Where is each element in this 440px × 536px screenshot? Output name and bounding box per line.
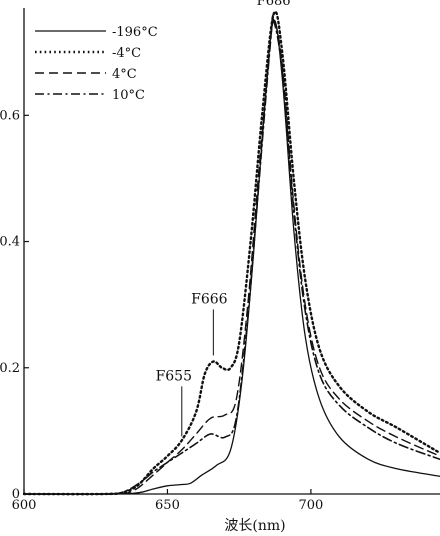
series-group xyxy=(22,10,440,496)
x-tick-label: 700 xyxy=(298,498,323,513)
y-tick-label: 0 xyxy=(12,487,20,502)
tick-group: 600 650 700 0 0.2 0.4 0.6 xyxy=(0,108,323,513)
axes xyxy=(23,8,440,495)
annotation-label: F686 xyxy=(257,0,291,9)
legend-label: 10°C xyxy=(112,88,145,103)
annotation-label: F666 xyxy=(191,291,228,307)
legend-label: -196°C xyxy=(112,25,158,40)
x-tick-label: 650 xyxy=(155,498,180,513)
y-tick-label: 0.6 xyxy=(0,108,20,123)
series-line-4 xyxy=(23,16,440,495)
annotation-label: F655 xyxy=(156,368,192,384)
series-line-1 xyxy=(23,19,440,495)
legend-label: -4°C xyxy=(112,46,141,61)
x-axis-label: 波长(nm) xyxy=(224,518,285,534)
series-line-3 xyxy=(23,14,440,495)
legend-label: 4°C xyxy=(112,67,137,82)
y-tick-label: 0.4 xyxy=(0,235,20,250)
legend: -196°C -4°C 4°C 10°C xyxy=(35,25,158,103)
y-tick-label: 0.2 xyxy=(0,361,20,376)
annotation-group: F686 F666 F655 xyxy=(156,0,291,437)
x-tick-label: 600 xyxy=(12,498,37,513)
series-line-2 xyxy=(22,10,440,496)
